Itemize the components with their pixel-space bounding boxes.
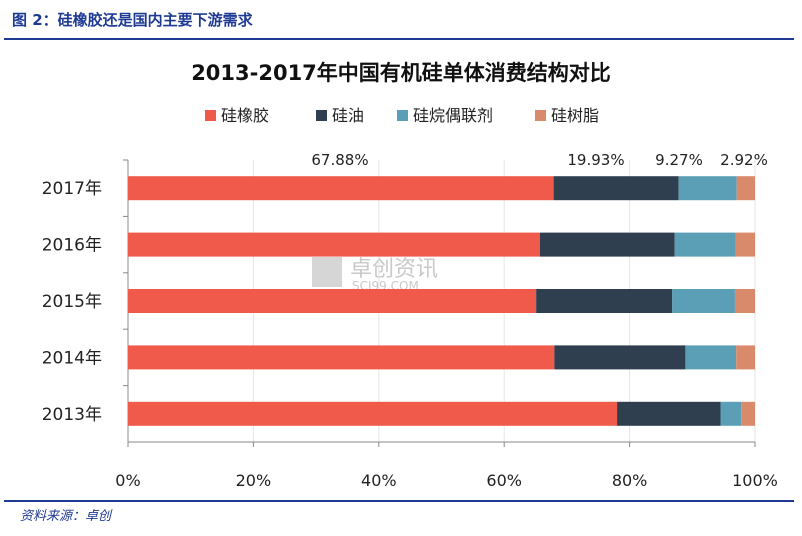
figure-header: 图 2：硅橡胶还是国内主要下游需求: [0, 0, 802, 42]
bar-segment-4: [735, 232, 755, 257]
category-label: 2013年: [42, 405, 102, 425]
legend-swatch-4: [535, 110, 546, 121]
footer-rule: [4, 500, 794, 502]
legend-label-2: 硅油: [332, 106, 364, 125]
x-tick-label: 80%: [612, 471, 648, 490]
x-tick-label: 100%: [732, 471, 778, 490]
bar-segment-2: [553, 176, 679, 201]
x-tick-label: 20%: [236, 471, 272, 490]
bar-segment-1: [128, 232, 540, 257]
bar-segment-3: [685, 345, 737, 370]
watermark-name: 卓创资讯: [350, 257, 438, 282]
watermark-logo: [312, 257, 342, 287]
bar-segment-1: [128, 289, 537, 313]
bar-segment-1: [128, 401, 618, 426]
bar-segment-2: [617, 401, 721, 426]
header-rule: [4, 38, 794, 40]
legend-swatch-2: [316, 110, 327, 121]
bar-segment-4: [741, 401, 755, 426]
category-label: 2017年: [42, 179, 102, 199]
bar-segment-3: [674, 232, 736, 257]
x-tick-label: 60%: [486, 471, 522, 490]
bar-segment-4: [734, 289, 755, 313]
bar-segment-3: [720, 401, 742, 426]
legend-swatch-1: [205, 110, 216, 121]
legend-label-4: 硅树脂: [551, 106, 599, 125]
bar-segment-2: [554, 345, 686, 370]
legend-swatch-3: [397, 110, 408, 121]
category-label: 2016年: [42, 236, 102, 256]
legend-label-1: 硅橡胶: [221, 106, 269, 125]
bar-segment-3: [672, 289, 735, 313]
bar-segment-2: [539, 232, 675, 257]
data-label-3: 9.27%: [655, 151, 703, 169]
bar-segment-1: [128, 345, 555, 370]
bar-segment-4: [736, 345, 755, 370]
legend-label-3: 硅烷偶联剂: [413, 106, 493, 125]
x-tick-label: 40%: [361, 471, 397, 490]
source-note: 资料来源：卓创: [20, 509, 112, 524]
chart-title: 2013-2017年中国有机硅单体消费结构对比: [191, 61, 611, 85]
bar-segment-3: [678, 176, 737, 201]
figure-caption: 图 2：硅橡胶还是国内主要下游需求: [12, 11, 253, 29]
data-label-1: 67.88%: [311, 151, 368, 169]
bar-segment-2: [536, 289, 673, 313]
bar-segment-1: [128, 176, 554, 201]
bar-segment-4: [736, 176, 755, 201]
data-label-4: 2.92%: [720, 151, 768, 169]
x-tick-label: 0%: [115, 471, 140, 490]
data-label-2: 19.93%: [567, 151, 624, 169]
category-label: 2015年: [42, 292, 102, 312]
category-label: 2014年: [42, 348, 102, 368]
